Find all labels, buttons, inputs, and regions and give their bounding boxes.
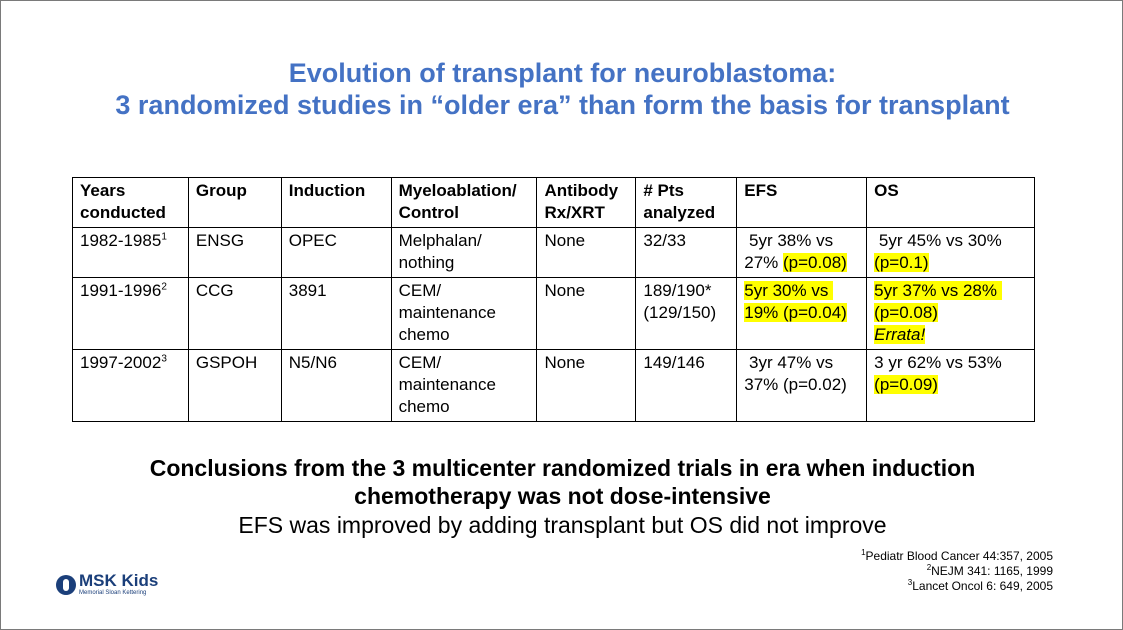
header-group: Group — [187, 177, 282, 228]
cell-myeloablation: Melphalan/nothing — [390, 227, 538, 278]
header-efs: EFS — [736, 177, 868, 228]
msk-kids-logo: MSK Kids Memorial Sloan Kettering — [56, 572, 158, 597]
cell-antibody: None — [536, 277, 637, 350]
cell-efs: 5yr 30% vs 19% (p=0.04) — [736, 277, 868, 350]
references: 1Pediatr Blood Cancer 44:357, 2005 2NEJM… — [861, 549, 1053, 594]
cell-antibody: None — [536, 349, 637, 422]
header-os: OS — [866, 177, 1035, 228]
logo-subtitle: Memorial Sloan Kettering — [79, 590, 147, 596]
conclusion-summary: EFS was improved by adding transplant bu… — [238, 512, 887, 538]
cell-years: 1991-19962 — [72, 277, 189, 350]
title-line-2: 3 randomized studies in “older era” than… — [115, 90, 1010, 120]
errata-note: Errata! — [874, 325, 926, 344]
reference-item: 2NEJM 341: 1165, 1999 — [926, 563, 1053, 579]
cell-group: CCG — [187, 277, 282, 350]
header-pts: # Pts analyzed — [635, 177, 738, 228]
cell-group: GSPOH — [187, 349, 282, 422]
title-line-1: Evolution of transplant for neuroblastom… — [288, 58, 837, 88]
header-myeloablation: Myeloablation/Control — [390, 177, 538, 228]
slide-title: Evolution of transplant for neuroblastom… — [1, 57, 1123, 121]
cell-efs: 3yr 47% vs 37% (p=0.02) — [736, 349, 868, 422]
cell-pts: 189/190* (129/150) — [635, 277, 738, 350]
conclusion-heading-line-2: chemotherapy was not dose-intensive — [354, 483, 771, 509]
conclusion-block: Conclusions from the 3 multicenter rando… — [1, 454, 1123, 540]
cell-induction: N5/N6 — [280, 349, 392, 422]
table-row: 1997-20023 GSPOH N5/N6 CEM/maintenance ch… — [72, 349, 1035, 422]
cell-os: 3 yr 62% vs 53% (p=0.09) — [866, 349, 1035, 422]
reference-item: 1Pediatr Blood Cancer 44:357, 2005 — [861, 548, 1053, 564]
reference-item: 3Lancet Oncol 6: 649, 2005 — [907, 578, 1053, 594]
cell-myeloablation: CEM/maintenance chemo — [390, 349, 538, 422]
table-header-row: Years conducted Group Induction Myeloabla… — [72, 177, 1035, 228]
msk-logo-icon — [56, 574, 76, 595]
studies-table: Years conducted Group Induction Myeloabla… — [72, 177, 1035, 422]
cell-pts: 32/33 — [635, 227, 738, 278]
cell-induction: 3891 — [280, 277, 392, 350]
table-row: 1982-19851 ENSG OPEC Melphalan/nothing N… — [72, 227, 1035, 278]
cell-antibody: None — [536, 227, 637, 278]
logo-name: MSK Kids — [79, 571, 159, 590]
header-antibody: Antibody Rx/XRT — [536, 177, 637, 228]
cell-efs: 5yr 38% vs 27% (p=0.08) — [736, 227, 868, 278]
conclusion-heading-line-1: Conclusions from the 3 multicenter rando… — [149, 455, 976, 481]
cell-years: 1997-20023 — [72, 349, 189, 422]
header-induction: Induction — [280, 177, 392, 228]
cell-induction: OPEC — [280, 227, 392, 278]
header-years: Years conducted — [72, 177, 189, 228]
cell-years: 1982-19851 — [72, 227, 189, 278]
cell-os: 5yr 37% vs 28% (p=0.08) Errata! — [866, 277, 1035, 350]
cell-os: 5yr 45% vs 30% (p=0.1) — [866, 227, 1035, 278]
cell-pts: 149/146 — [635, 349, 738, 422]
cell-myeloablation: CEM/maintenance chemo — [390, 277, 538, 350]
cell-group: ENSG — [187, 227, 282, 278]
table-row: 1991-19962 CCG 3891 CEM/maintenance chemo… — [72, 277, 1035, 350]
